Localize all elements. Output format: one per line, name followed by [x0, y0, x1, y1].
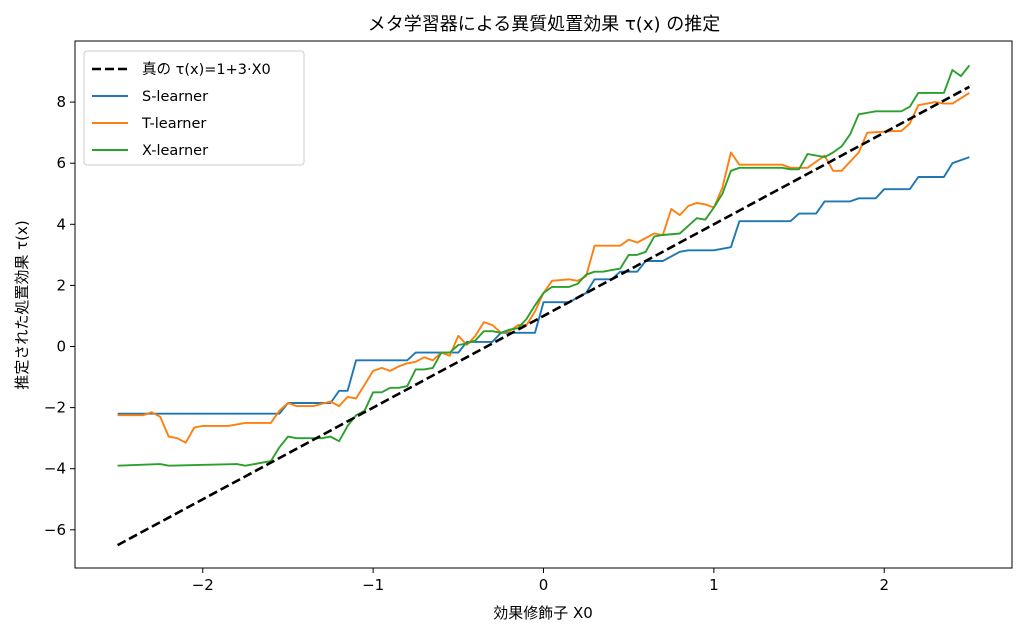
series-line-2 [117, 92, 970, 444]
legend-label: T-learner [141, 116, 206, 132]
y-tick-label: 8 [56, 93, 66, 111]
legend-label: 真の τ(x)=1+3·X0 [142, 60, 271, 78]
series-line-1 [117, 156, 970, 415]
y-tick-label: 0 [56, 338, 66, 356]
y-tick-label: −6 [44, 521, 66, 539]
legend-label: X-learner [142, 143, 208, 159]
y-tick-label: 4 [56, 215, 66, 233]
y-tick-label: 6 [56, 154, 66, 172]
x-axis-title: 効果修飾子 X0 [493, 604, 593, 622]
chart-title: メタ学習器による異質処置効果 τ(x) の推定 [368, 14, 720, 35]
series-layer [116, 64, 971, 547]
x-tick-label: −1 [362, 576, 384, 594]
y-axis-title: 推定された処置効果 τ(x) [13, 220, 31, 389]
x-tick-label: 0 [539, 576, 549, 594]
legend-label: S-learner [142, 89, 208, 105]
series-line-0 [116, 85, 971, 547]
y-tick-label: −2 [44, 399, 66, 417]
x-axis-ticks: −2 −1 0 1 2 [192, 568, 889, 594]
x-tick-label: 1 [709, 576, 719, 594]
legend-frame [83, 50, 305, 166]
legend-items: 真の τ(x)=1+3·X0 S-learner T-learner X-learne… [92, 60, 271, 159]
x-tick-label: −2 [192, 576, 214, 594]
series-line-3 [117, 64, 971, 467]
y-tick-label: −4 [44, 460, 66, 478]
x-tick-label: 2 [879, 576, 889, 594]
y-tick-label: 2 [56, 276, 66, 294]
y-axis-ticks: −6 −4 −2 0 2 4 6 8 [44, 93, 75, 539]
legend: 真の τ(x)=1+3·X0 S-learner T-learner X-learne… [83, 50, 305, 166]
plot-area: −2 −1 0 1 2 −6 −4 −2 0 2 4 6 8 [44, 40, 1013, 594]
